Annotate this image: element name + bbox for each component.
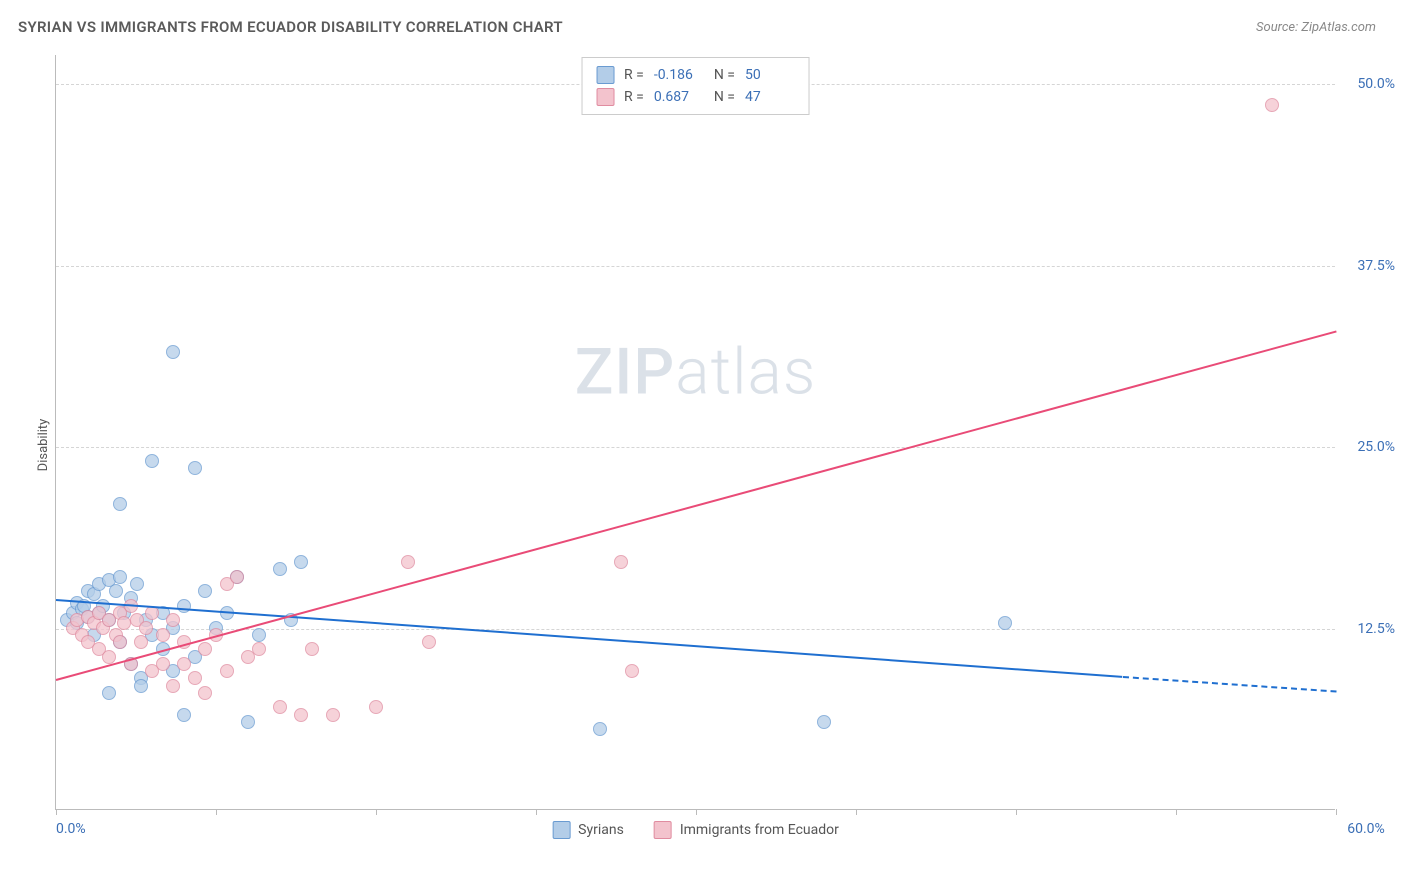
- plot-area: ZIPatlas 12.5%25.0%37.5%50.0%0.0%60.0%R …: [55, 55, 1335, 810]
- scatter-point: [422, 635, 436, 649]
- legend-n-value: 50: [745, 64, 795, 86]
- scatter-point: [188, 671, 202, 685]
- x-tick: [536, 809, 537, 815]
- legend-swatch: [552, 821, 570, 839]
- chart-title: SYRIAN VS IMMIGRANTS FROM ECUADOR DISABI…: [18, 18, 563, 36]
- legend-n-label: N =: [714, 86, 735, 108]
- scatter-point: [369, 700, 383, 714]
- scatter-point: [166, 679, 180, 693]
- legend-row: R = 0.687 N = 47: [596, 86, 795, 108]
- x-tick: [856, 809, 857, 815]
- scatter-point: [230, 570, 244, 584]
- x-tick: [376, 809, 377, 815]
- scatter-point: [113, 635, 127, 649]
- legend-r-label: R =: [624, 86, 644, 108]
- x-tick-label: 60.0%: [1347, 821, 1385, 837]
- y-tick-label: 12.5%: [1357, 621, 1395, 637]
- gridline: [56, 266, 1335, 267]
- legend-swatch: [596, 88, 614, 106]
- source-attribution: Source: ZipAtlas.com: [1256, 20, 1376, 35]
- scatter-point: [134, 635, 148, 649]
- scatter-point: [817, 715, 831, 729]
- y-tick-label: 50.0%: [1357, 76, 1395, 92]
- legend-n-value: 47: [745, 86, 795, 108]
- scatter-point: [273, 562, 287, 576]
- legend-r-value: 0.687: [654, 86, 704, 108]
- x-tick: [1336, 809, 1337, 815]
- x-tick: [1016, 809, 1017, 815]
- legend-r-label: R =: [624, 64, 644, 86]
- legend-item: Immigrants from Ecuador: [654, 821, 839, 839]
- scatter-point: [188, 461, 202, 475]
- scatter-point: [156, 657, 170, 671]
- x-tick: [56, 809, 57, 815]
- scatter-point: [326, 708, 340, 722]
- scatter-point: [614, 555, 628, 569]
- watermark: ZIPatlas: [575, 334, 817, 409]
- scatter-point: [241, 715, 255, 729]
- scatter-point: [220, 664, 234, 678]
- scatter-point: [294, 555, 308, 569]
- scatter-point: [198, 686, 212, 700]
- scatter-point: [156, 628, 170, 642]
- scatter-point: [177, 657, 191, 671]
- scatter-point: [113, 570, 127, 584]
- scatter-point: [593, 722, 607, 736]
- scatter-point: [109, 584, 123, 598]
- trend-line: [1123, 676, 1336, 693]
- scatter-point: [198, 584, 212, 598]
- legend-n-label: N =: [714, 64, 735, 86]
- scatter-point: [177, 708, 191, 722]
- scatter-point: [401, 555, 415, 569]
- x-tick: [216, 809, 217, 815]
- chart-header: SYRIAN VS IMMIGRANTS FROM ECUADOR DISABI…: [0, 0, 1406, 48]
- scatter-point: [134, 679, 148, 693]
- scatter-point: [252, 628, 266, 642]
- legend-swatch: [596, 66, 614, 84]
- legend-series-label: Immigrants from Ecuador: [680, 822, 839, 838]
- scatter-point: [305, 642, 319, 656]
- legend-series-label: Syrians: [578, 822, 624, 838]
- legend-swatch: [654, 821, 672, 839]
- x-tick: [696, 809, 697, 815]
- scatter-point: [166, 613, 180, 627]
- scatter-point: [1265, 98, 1279, 112]
- scatter-point: [145, 454, 159, 468]
- series-legend: Syrians Immigrants from Ecuador: [552, 821, 839, 839]
- scatter-point: [113, 497, 127, 511]
- correlation-legend: R = -0.186 N = 50 R = 0.687 N = 47: [581, 57, 810, 115]
- scatter-point: [294, 708, 308, 722]
- y-tick-label: 37.5%: [1357, 258, 1395, 274]
- x-tick-label: 0.0%: [56, 821, 86, 837]
- scatter-point: [273, 700, 287, 714]
- scatter-point: [102, 686, 116, 700]
- scatter-point: [625, 664, 639, 678]
- scatter-point: [998, 616, 1012, 630]
- scatter-point: [102, 650, 116, 664]
- y-tick-label: 25.0%: [1357, 439, 1395, 455]
- scatter-point: [198, 642, 212, 656]
- scatter-point: [252, 642, 266, 656]
- scatter-point: [166, 345, 180, 359]
- legend-row: R = -0.186 N = 50: [596, 64, 795, 86]
- gridline: [56, 447, 1335, 448]
- scatter-point: [130, 577, 144, 591]
- x-tick: [1176, 809, 1177, 815]
- legend-r-value: -0.186: [654, 64, 704, 86]
- legend-item: Syrians: [552, 821, 624, 839]
- scatter-point: [139, 621, 153, 635]
- chart-container: Disability ZIPatlas 12.5%25.0%37.5%50.0%…: [45, 55, 1375, 835]
- y-axis-label: Disability: [36, 419, 51, 472]
